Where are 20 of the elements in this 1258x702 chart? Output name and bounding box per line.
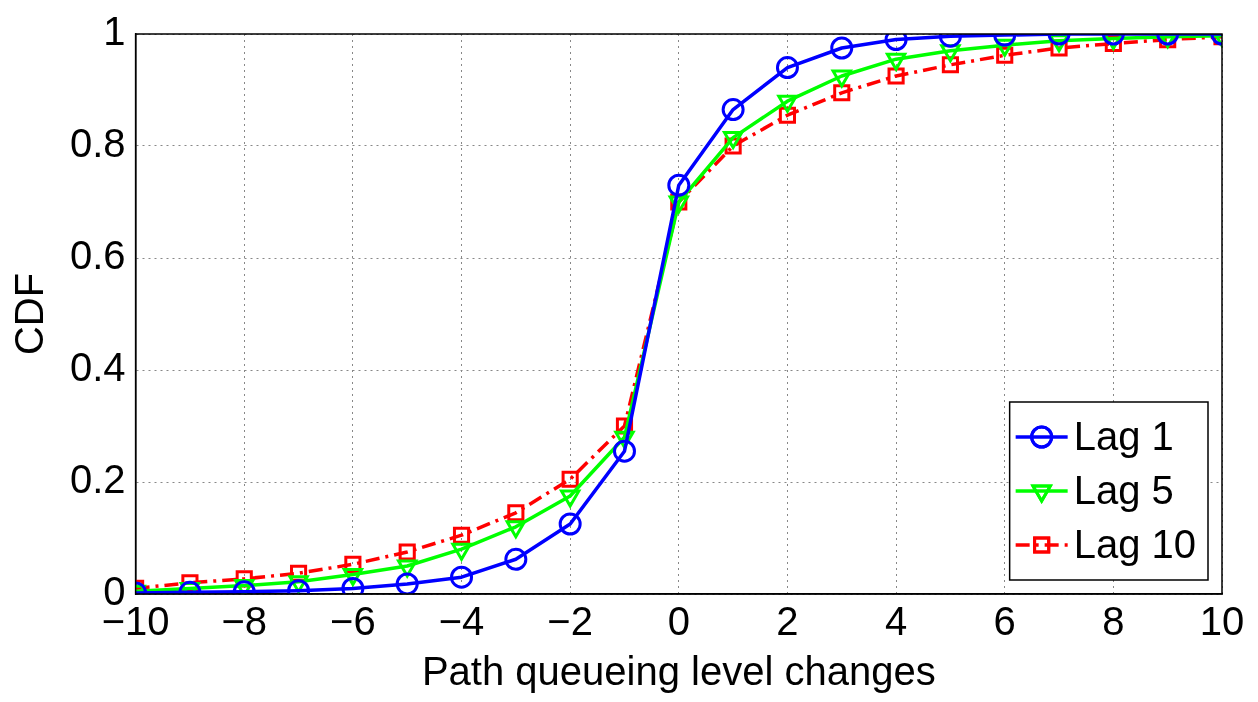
y-tick-label: 1 bbox=[103, 9, 126, 54]
y-tick-label: 0.6 bbox=[70, 233, 126, 278]
legend-label: Lag 10 bbox=[1073, 522, 1196, 567]
y-tick-label: 0.8 bbox=[70, 121, 126, 166]
x-tick-label: 10 bbox=[1199, 599, 1245, 644]
x-tick-label: 4 bbox=[884, 599, 908, 644]
x-axis-title: Path queueing level changes bbox=[421, 649, 936, 694]
x-tick-label: 6 bbox=[993, 599, 1016, 644]
x-tick-label: 0 bbox=[667, 599, 690, 644]
y-axis-title: CDF bbox=[7, 272, 52, 356]
x-tick-label: 2 bbox=[776, 599, 799, 644]
x-tick-label: −2 bbox=[547, 599, 593, 644]
y-tick-label: 0.2 bbox=[70, 457, 126, 502]
y-tick-label: 0.4 bbox=[70, 345, 126, 390]
x-tick-label: −6 bbox=[330, 599, 376, 644]
legend-label: Lag 5 bbox=[1073, 468, 1174, 513]
x-tick-label: −4 bbox=[438, 599, 485, 644]
x-tick-label: 8 bbox=[1102, 599, 1125, 644]
legend-label: Lag 1 bbox=[1073, 414, 1174, 459]
x-tick-label: −8 bbox=[221, 599, 268, 644]
